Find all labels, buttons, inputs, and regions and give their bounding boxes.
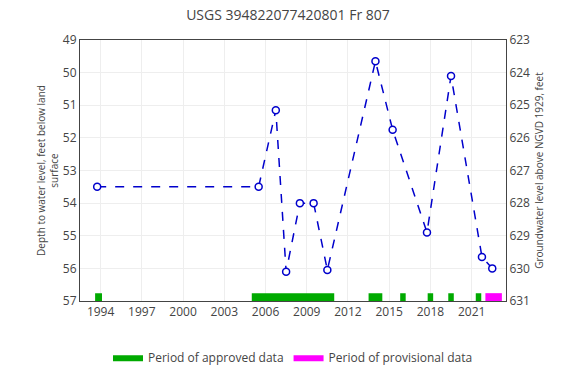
svg-text:51: 51 — [63, 96, 77, 113]
svg-text:2021: 2021 — [458, 303, 485, 320]
svg-text:1997: 1997 — [128, 303, 156, 320]
svg-text:2015: 2015 — [375, 303, 403, 320]
svg-text:54: 54 — [63, 194, 77, 211]
svg-text:627: 627 — [509, 162, 530, 179]
svg-text:626: 626 — [509, 129, 530, 146]
svg-text:2009: 2009 — [293, 303, 321, 320]
svg-text:Period of provisional data: Period of provisional data — [329, 349, 473, 366]
svg-text:USGS 394822077420801 Fr 807: USGS 394822077420801 Fr 807 — [186, 5, 390, 24]
svg-text:2018: 2018 — [417, 303, 445, 320]
svg-text:50: 50 — [63, 64, 77, 81]
svg-text:624: 624 — [509, 64, 530, 81]
svg-text:57: 57 — [63, 292, 77, 309]
svg-text:625: 625 — [509, 96, 530, 113]
svg-text:52: 52 — [63, 129, 77, 146]
svg-text:630: 630 — [509, 260, 530, 277]
svg-text:Period of approved data: Period of approved data — [148, 349, 284, 366]
svg-text:49: 49 — [63, 31, 77, 48]
svg-text:623: 623 — [509, 31, 530, 48]
svg-text:629: 629 — [509, 227, 530, 244]
svg-text:2006: 2006 — [252, 303, 280, 320]
svg-text:2012: 2012 — [334, 303, 362, 320]
svg-text:2003: 2003 — [211, 303, 239, 320]
svg-text:Depth to water level, feet bel: Depth to water level, feet below landsur… — [34, 85, 61, 256]
svg-text:2000: 2000 — [169, 303, 197, 320]
svg-text:53: 53 — [63, 162, 77, 179]
svg-text:1994: 1994 — [87, 303, 115, 320]
svg-text:628: 628 — [509, 194, 530, 211]
svg-text:Groundwater level above NGVD 1: Groundwater level above NGVD 1929, feet — [532, 72, 546, 269]
svg-text:56: 56 — [63, 260, 77, 277]
svg-text:631: 631 — [509, 292, 530, 309]
svg-text:55: 55 — [63, 227, 77, 244]
